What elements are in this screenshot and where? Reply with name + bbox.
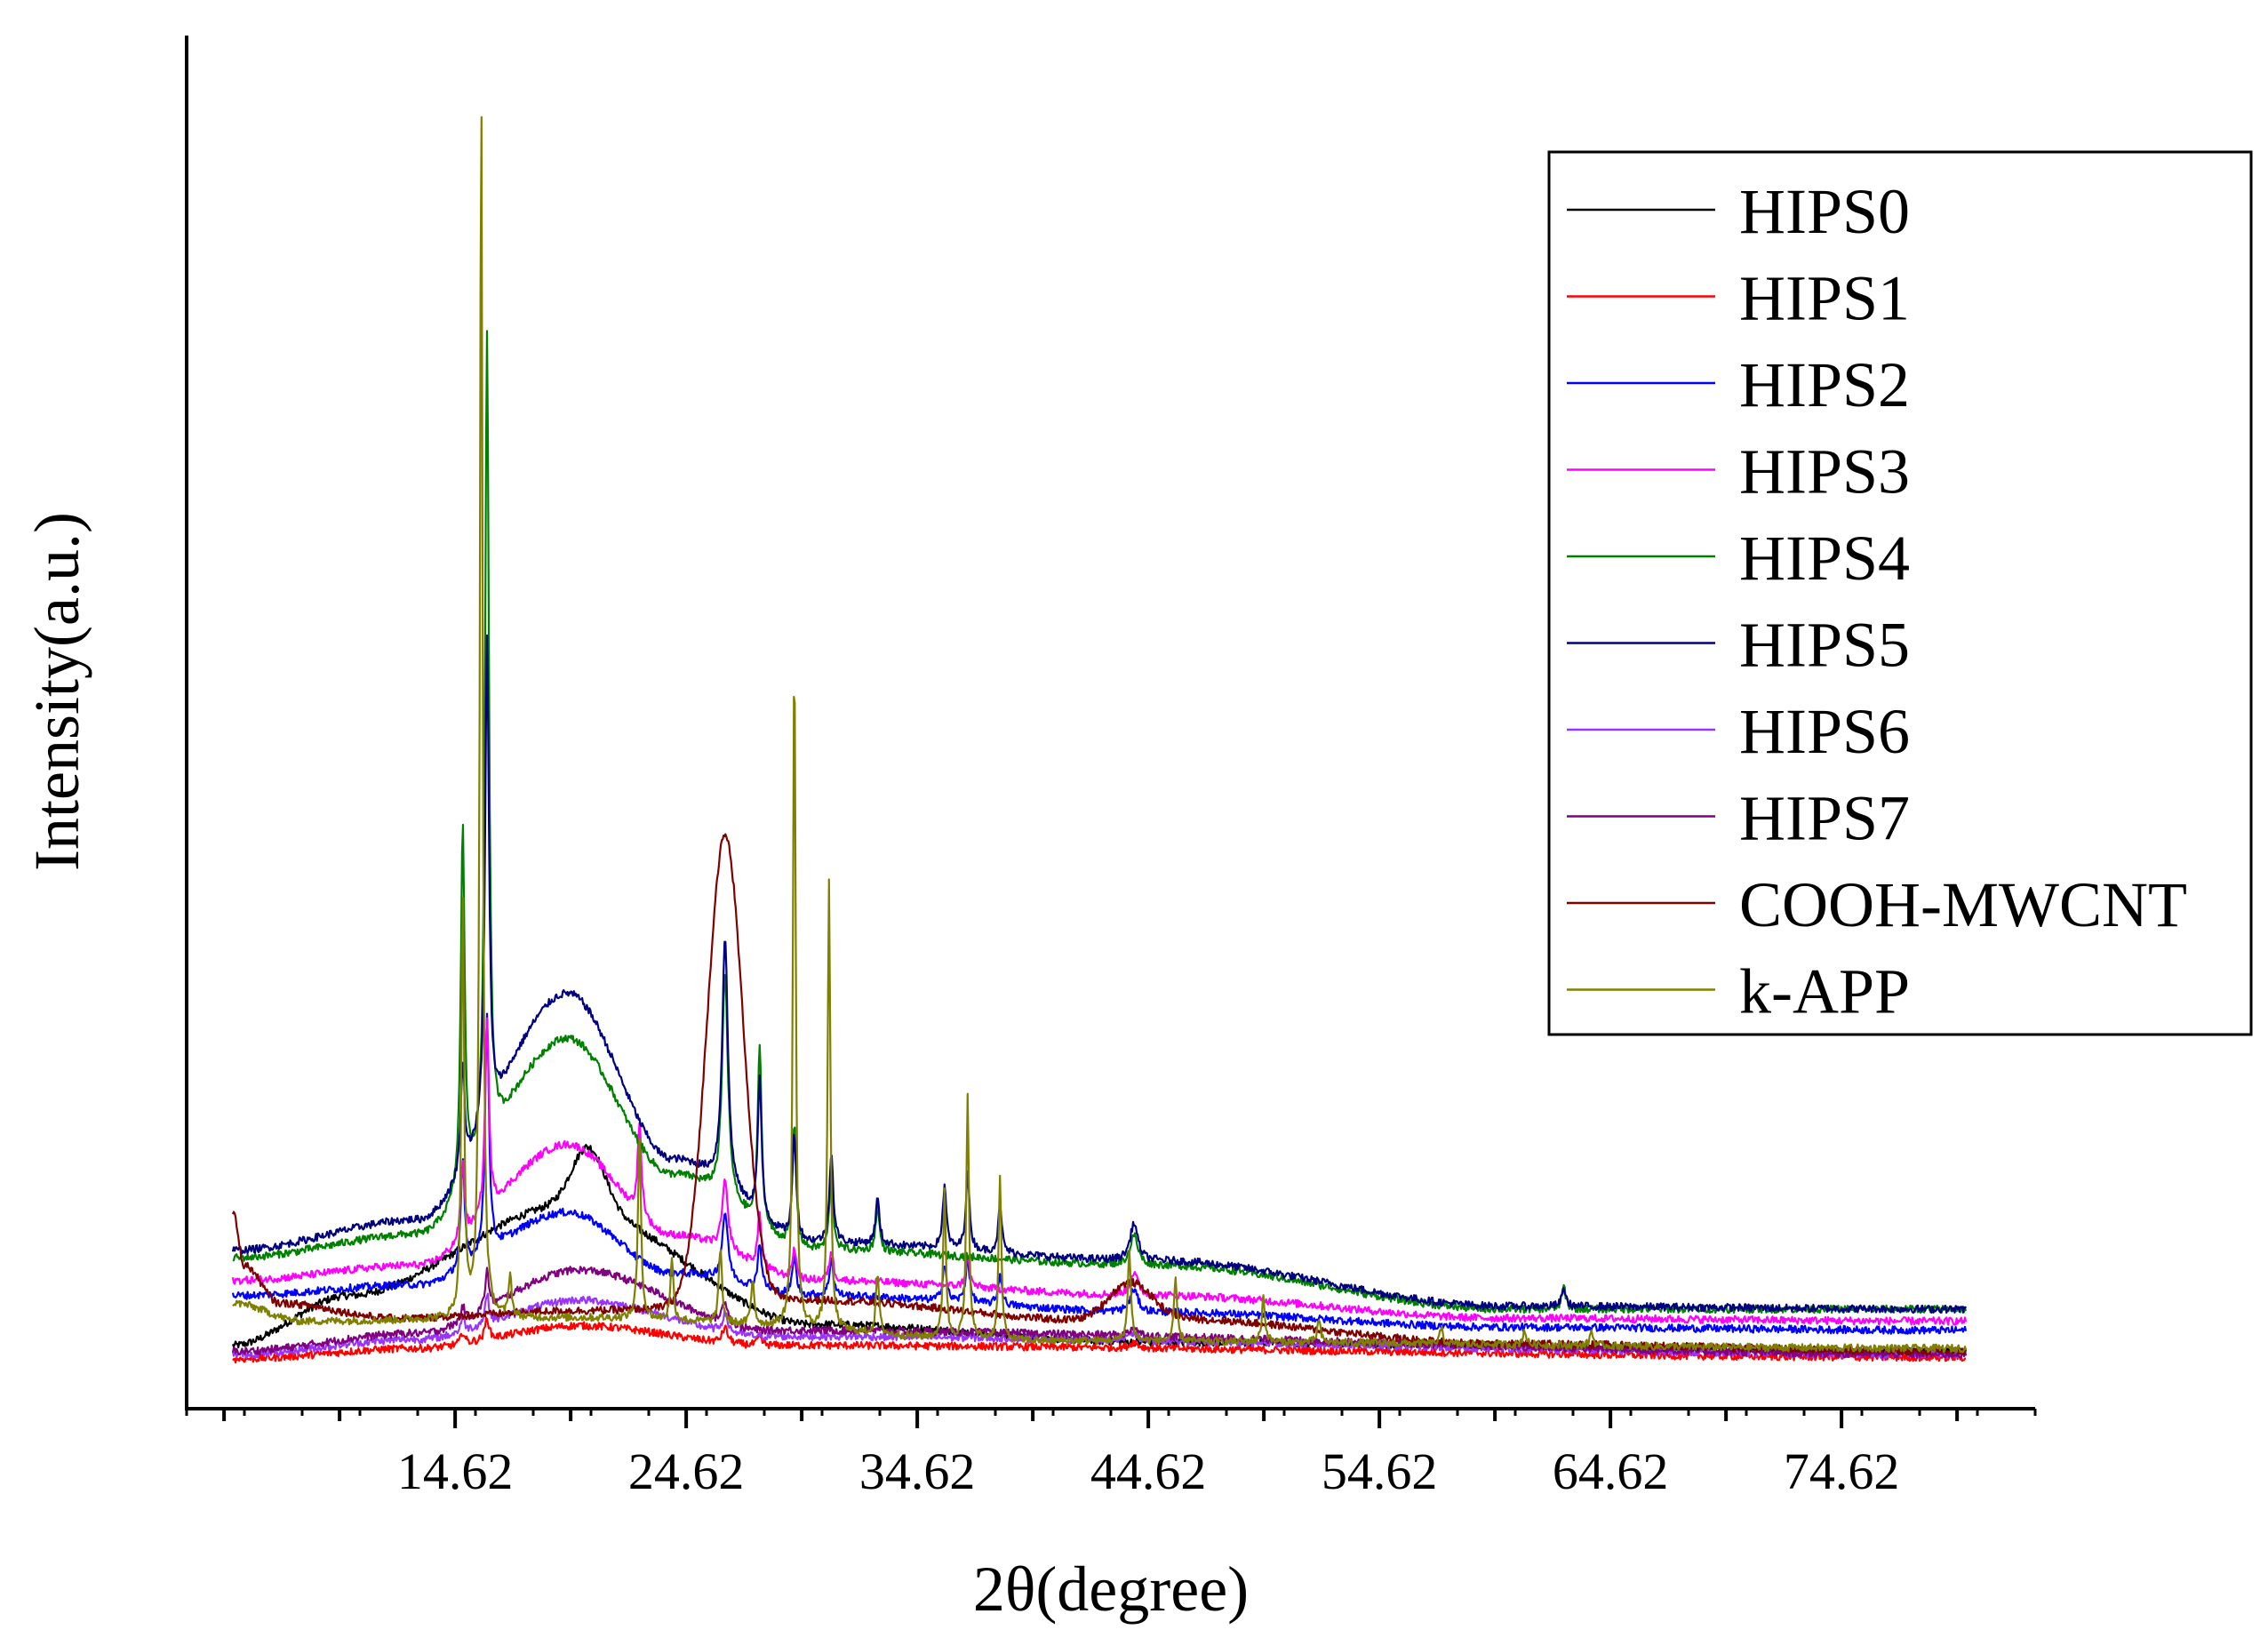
legend-label: HIPS5 — [1739, 610, 1910, 681]
legend-label: HIPS4 — [1739, 523, 1910, 594]
x-tick-label: 74.62 — [1784, 1442, 1900, 1500]
y-axis-title: Intensity(a.u.) — [21, 512, 92, 871]
x-tick-label: 64.62 — [1553, 1442, 1669, 1500]
legend-label: HIPS0 — [1739, 176, 1910, 247]
series-line-hips1 — [232, 1316, 1967, 1364]
series-line-k-app — [232, 116, 1968, 1354]
legend-items: HIPS0 HIPS1 HIPS2 HIPS3 HIPS4 HIPS5 HIPS6 HIPS7… — [1567, 176, 2187, 1027]
x-tick-label: 54.62 — [1322, 1442, 1438, 1500]
legend-label: HIPS6 — [1739, 696, 1910, 767]
x-tick-label: 44.62 — [1090, 1442, 1207, 1500]
legend-label: HIPS2 — [1739, 349, 1910, 420]
series-line-hips7 — [231, 1266, 1968, 1359]
series-line-hips2 — [231, 1012, 1968, 1335]
legend-label: COOH-MWCNT — [1739, 869, 2187, 940]
x-tick-label: 14.62 — [397, 1442, 514, 1500]
legend: HIPS0 HIPS1 HIPS2 HIPS3 HIPS4 HIPS5 HIPS6 HIPS7… — [1547, 150, 2253, 1036]
x-ticks: 14.62 24.62 34.62 44.62 54.62 64.62 74.62 — [185, 1409, 2037, 1500]
series-line-hips5 — [231, 634, 1968, 1314]
series-line-hips3 — [231, 1017, 1968, 1326]
legend-box — [1547, 150, 2253, 1036]
x-tick-label: 34.62 — [859, 1442, 976, 1500]
legend-label: HIPS1 — [1739, 263, 1910, 334]
x-axis-title: 2θ(degree) — [973, 1554, 1249, 1625]
legend-label: k-APP — [1739, 956, 1910, 1027]
x-tick-label: 24.62 — [628, 1442, 745, 1500]
legend-label: HIPS7 — [1739, 783, 1910, 854]
series-layer — [231, 116, 1968, 1364]
legend-label: HIPS3 — [1739, 436, 1910, 507]
